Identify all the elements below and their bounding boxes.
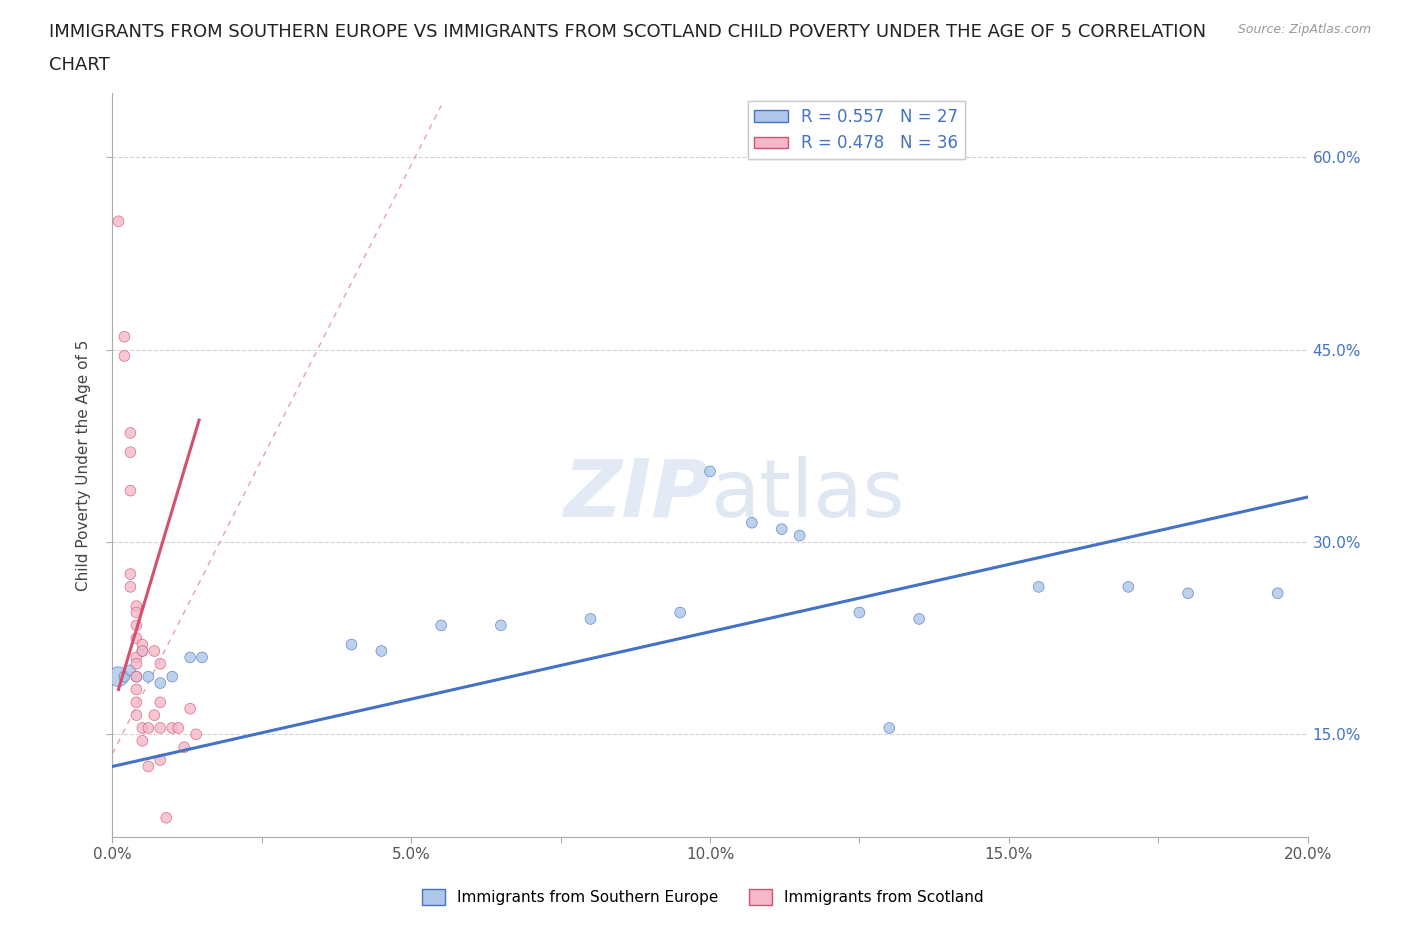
Point: [179, 650, 201, 665]
Point: [489, 618, 512, 632]
Point: [138, 670, 160, 684]
Point: [1028, 579, 1050, 594]
Point: [143, 644, 166, 658]
Point: [125, 618, 148, 632]
Point: [120, 663, 142, 678]
Point: [162, 721, 183, 736]
Point: [131, 721, 153, 736]
Point: [669, 605, 692, 620]
Point: [1118, 579, 1140, 594]
Point: [149, 675, 172, 690]
Point: [149, 695, 172, 710]
Point: [120, 426, 142, 441]
Point: [848, 605, 870, 620]
Text: Source: ZipAtlas.com: Source: ZipAtlas.com: [1237, 23, 1371, 36]
Point: [114, 329, 135, 344]
Point: [107, 214, 129, 229]
Legend: Immigrants from Southern Europe, Immigrants from Scotland: Immigrants from Southern Europe, Immigra…: [415, 882, 991, 913]
Point: [191, 650, 214, 665]
Point: [120, 445, 142, 459]
Point: [167, 721, 190, 736]
Text: ZIP: ZIP: [562, 456, 710, 534]
Point: [879, 721, 901, 736]
Point: [579, 612, 602, 627]
Point: [770, 522, 793, 537]
Point: [370, 644, 392, 658]
Y-axis label: Child Poverty Under the Age of 5: Child Poverty Under the Age of 5: [76, 339, 91, 591]
Legend: R = 0.557   N = 27, R = 0.478   N = 36: R = 0.557 N = 27, R = 0.478 N = 36: [748, 101, 965, 159]
Point: [699, 464, 721, 479]
Point: [125, 650, 148, 665]
Point: [173, 739, 195, 754]
Point: [186, 727, 208, 742]
Point: [131, 644, 153, 658]
Point: [125, 682, 148, 697]
Point: [125, 605, 148, 620]
Point: [114, 670, 135, 684]
Point: [125, 670, 148, 684]
Point: [125, 599, 148, 614]
Point: [125, 708, 148, 723]
Point: [143, 708, 166, 723]
Point: [908, 612, 931, 627]
Point: [1177, 586, 1199, 601]
Point: [131, 637, 153, 652]
Point: [138, 721, 160, 736]
Point: [120, 566, 142, 581]
Point: [131, 734, 153, 749]
Point: [430, 618, 453, 632]
Point: [120, 579, 142, 594]
Point: [125, 657, 148, 671]
Text: CHART: CHART: [49, 56, 110, 73]
Point: [1267, 586, 1289, 601]
Point: [125, 631, 148, 645]
Point: [125, 695, 148, 710]
Point: [131, 644, 153, 658]
Point: [149, 752, 172, 767]
Point: [741, 515, 763, 530]
Point: [120, 484, 142, 498]
Point: [138, 759, 160, 774]
Point: [149, 657, 172, 671]
Point: [162, 670, 183, 684]
Point: [155, 810, 177, 825]
Text: IMMIGRANTS FROM SOUTHERN EUROPE VS IMMIGRANTS FROM SCOTLAND CHILD POVERTY UNDER : IMMIGRANTS FROM SOUTHERN EUROPE VS IMMIG…: [49, 23, 1206, 41]
Point: [114, 349, 135, 364]
Point: [149, 721, 172, 736]
Point: [125, 670, 148, 684]
Point: [789, 528, 811, 543]
Point: [340, 637, 363, 652]
Point: [107, 670, 129, 684]
Text: atlas: atlas: [710, 456, 904, 534]
Point: [179, 701, 201, 716]
